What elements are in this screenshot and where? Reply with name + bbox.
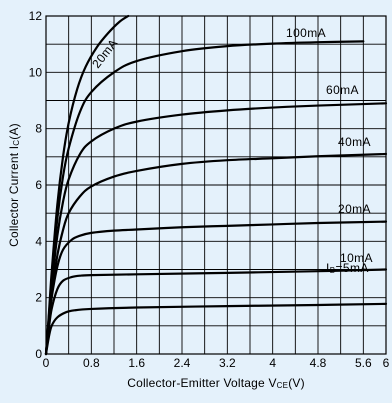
- y-tick-label: 10: [29, 65, 43, 79]
- x-tick-label: 3.2: [219, 356, 236, 370]
- y-axis-title-main: Collector Current I: [7, 146, 21, 247]
- axis-titles: Collector-Emitter Voltage VCE(V) Collect…: [7, 123, 305, 390]
- x-tick-label: 0.8: [83, 356, 100, 370]
- grid: [46, 16, 386, 354]
- x-axis-title: Collector-Emitter Voltage VCE(V): [127, 376, 305, 390]
- curve-0: [44, 302, 388, 356]
- y-tick-label: 12: [29, 9, 43, 23]
- curve-4: [44, 102, 388, 356]
- y-tick-label: 8: [35, 122, 42, 136]
- y-axis-title-unit: (A): [7, 123, 21, 140]
- curve-label-5: 100mA: [286, 26, 326, 40]
- curve-label-0: IB=5mA: [326, 261, 369, 275]
- tick-labels: 0 0.8 1.6 2.4 3.2 4 4.8 5.6 6 0 2 4 6 8 10 12: [29, 9, 390, 370]
- plot-frame: [45, 15, 387, 355]
- curve-label-2: 20mA: [338, 202, 371, 216]
- curve-label-4: 60mA: [326, 83, 359, 97]
- curve-3: [44, 152, 388, 356]
- x-axis-title-sub: CE: [277, 381, 289, 390]
- y-axis-title-sub: C: [12, 140, 21, 146]
- x-tick-label: 6: [383, 356, 390, 370]
- y-tick-label: 2: [35, 291, 42, 305]
- x-tick-label: 2.4: [174, 356, 191, 370]
- y-tick-label: 6: [35, 178, 42, 192]
- curve-label-3: 40mA: [338, 135, 371, 149]
- y-axis-title: Collector Current IC(A): [7, 123, 21, 247]
- x-tick-label: 1.6: [128, 356, 145, 370]
- x-tick-label: 0: [43, 356, 50, 370]
- x-tick-label: 4: [269, 356, 276, 370]
- x-axis-title-main: Collector-Emitter Voltage V: [127, 376, 276, 390]
- curve-label-1: 10mA: [340, 251, 373, 265]
- x-tick-label: 4.8: [310, 356, 327, 370]
- curves: [44, 14, 388, 356]
- y-tick-label: 4: [35, 234, 42, 248]
- curve-6: [44, 14, 130, 356]
- curve-1: [44, 268, 388, 356]
- x-tick-label: 5.6: [355, 356, 372, 370]
- x-axis-title-unit: (V): [288, 376, 305, 390]
- y-tick-label: 0: [35, 347, 42, 361]
